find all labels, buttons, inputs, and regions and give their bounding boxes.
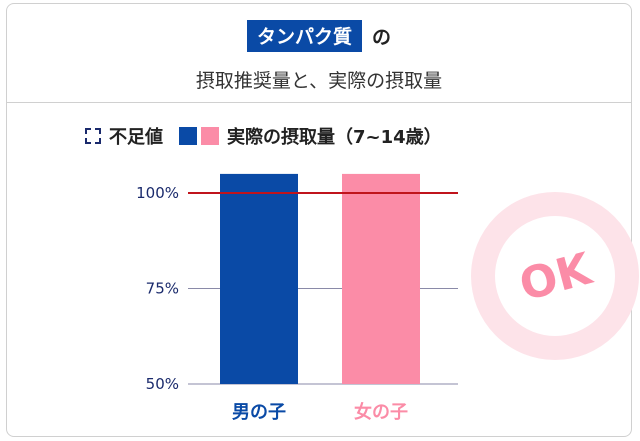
category-labels: 男の子 女の子 (232, 401, 408, 423)
y-tick-labels: 100% 75% 50% (136, 184, 179, 393)
legend-actual-label: 実際の摂取量（7~14歳） (227, 127, 442, 148)
y-tick-label: 75% (146, 280, 179, 298)
bar-boy (220, 173, 298, 384)
title-subtitle: 摂取推奨量と、実際の摂取量 (195, 70, 443, 92)
legend-boy-swatch (179, 127, 197, 145)
bar-girl (342, 173, 420, 384)
bars (220, 173, 420, 384)
title-line: タンパク質の (7, 20, 631, 52)
y-tick-label: 50% (146, 375, 179, 393)
header-divider (7, 102, 631, 103)
ok-stamp-ring (471, 192, 639, 360)
legend-girl-swatch (201, 127, 219, 145)
y-tick-label: 100% (136, 184, 179, 202)
title-badge: タンパク質 (246, 20, 362, 52)
chart-header: タンパク質の 摂取推奨量と、実際の摂取量 (7, 4, 631, 103)
title-particle: の (372, 26, 392, 49)
legend-deficit-swatch (85, 128, 101, 144)
ok-stamp-inner (497, 218, 613, 334)
legend: 不足値 実際の摂取量（7~14歳） (85, 124, 442, 148)
category-label-boy: 男の子 (232, 402, 286, 423)
ok-stamp: OK (471, 192, 639, 360)
category-label-girl: 女の子 (354, 401, 408, 423)
legend-deficit-label: 不足値 (109, 127, 163, 148)
